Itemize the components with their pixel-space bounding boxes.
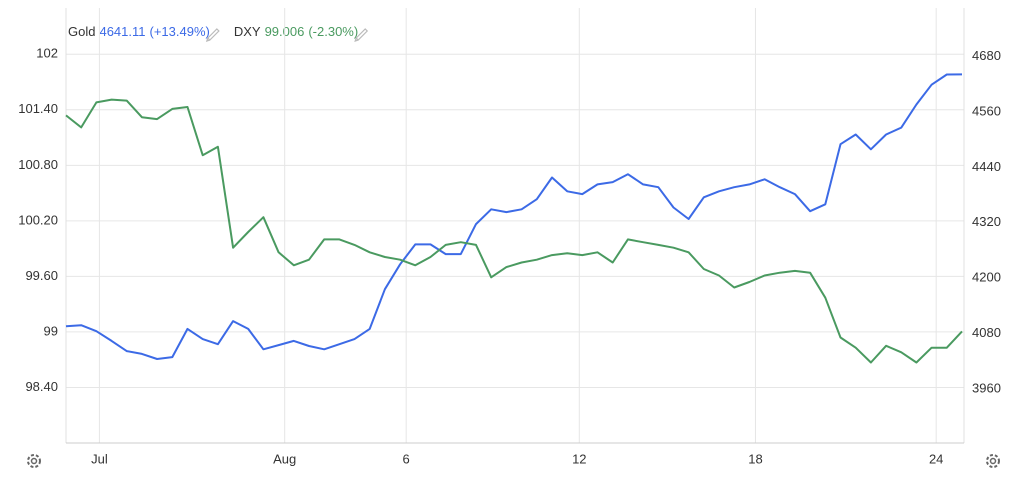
x-tick-label: Jul: [91, 451, 108, 466]
y2-tick-label: 4680: [972, 48, 1001, 63]
y2-tick-label: 3960: [972, 380, 1001, 395]
x-tick-label: Aug: [273, 451, 296, 466]
legend: Gold 4641.11 (+13.49%) DXY 99.006 (-2.30%): [68, 24, 369, 42]
legend-name: DXY: [234, 24, 261, 39]
y-tick-label: 100.20: [18, 212, 58, 227]
y-tick-label: 102: [36, 46, 58, 61]
y-tick-label: 99: [44, 323, 58, 338]
y-tick-label: 99.60: [25, 268, 58, 283]
x-tick-label: 18: [748, 451, 762, 466]
y-tick-label: 98.40: [25, 379, 58, 394]
pencil: [205, 28, 220, 42]
y2-tick-label: 4320: [972, 214, 1001, 229]
y2-tick-label: 4440: [972, 159, 1001, 174]
edit-icon[interactable]: [354, 28, 369, 42]
legend-name: Gold: [68, 24, 95, 39]
settings-left[interactable]: [27, 454, 41, 468]
edit-icon[interactable]: [205, 28, 220, 42]
legend-label: DXY 99.006 (-2.30%): [234, 24, 358, 39]
x-tick-label: 6: [403, 451, 410, 466]
y2-tick-label: 4560: [972, 103, 1001, 118]
y2-tick-label: 4200: [972, 270, 1001, 285]
y-tick-label: 100.80: [18, 157, 58, 172]
series-line: [65, 73, 963, 360]
legend-change: (-2.30%): [308, 24, 358, 39]
legend-label: Gold 4641.11 (+13.49%): [68, 24, 210, 39]
settings-right[interactable]: [986, 454, 1000, 468]
pencil: [354, 28, 369, 42]
legend-change: (+13.49%): [150, 24, 210, 39]
series-line: [65, 98, 963, 364]
x-tick-label: 12: [572, 451, 586, 466]
y-tick-label: 101.40: [18, 101, 58, 116]
y2-tick-label: 4080: [972, 325, 1001, 340]
legend-value: 4641.11: [99, 24, 145, 39]
x-tick-label: 24: [929, 451, 943, 466]
